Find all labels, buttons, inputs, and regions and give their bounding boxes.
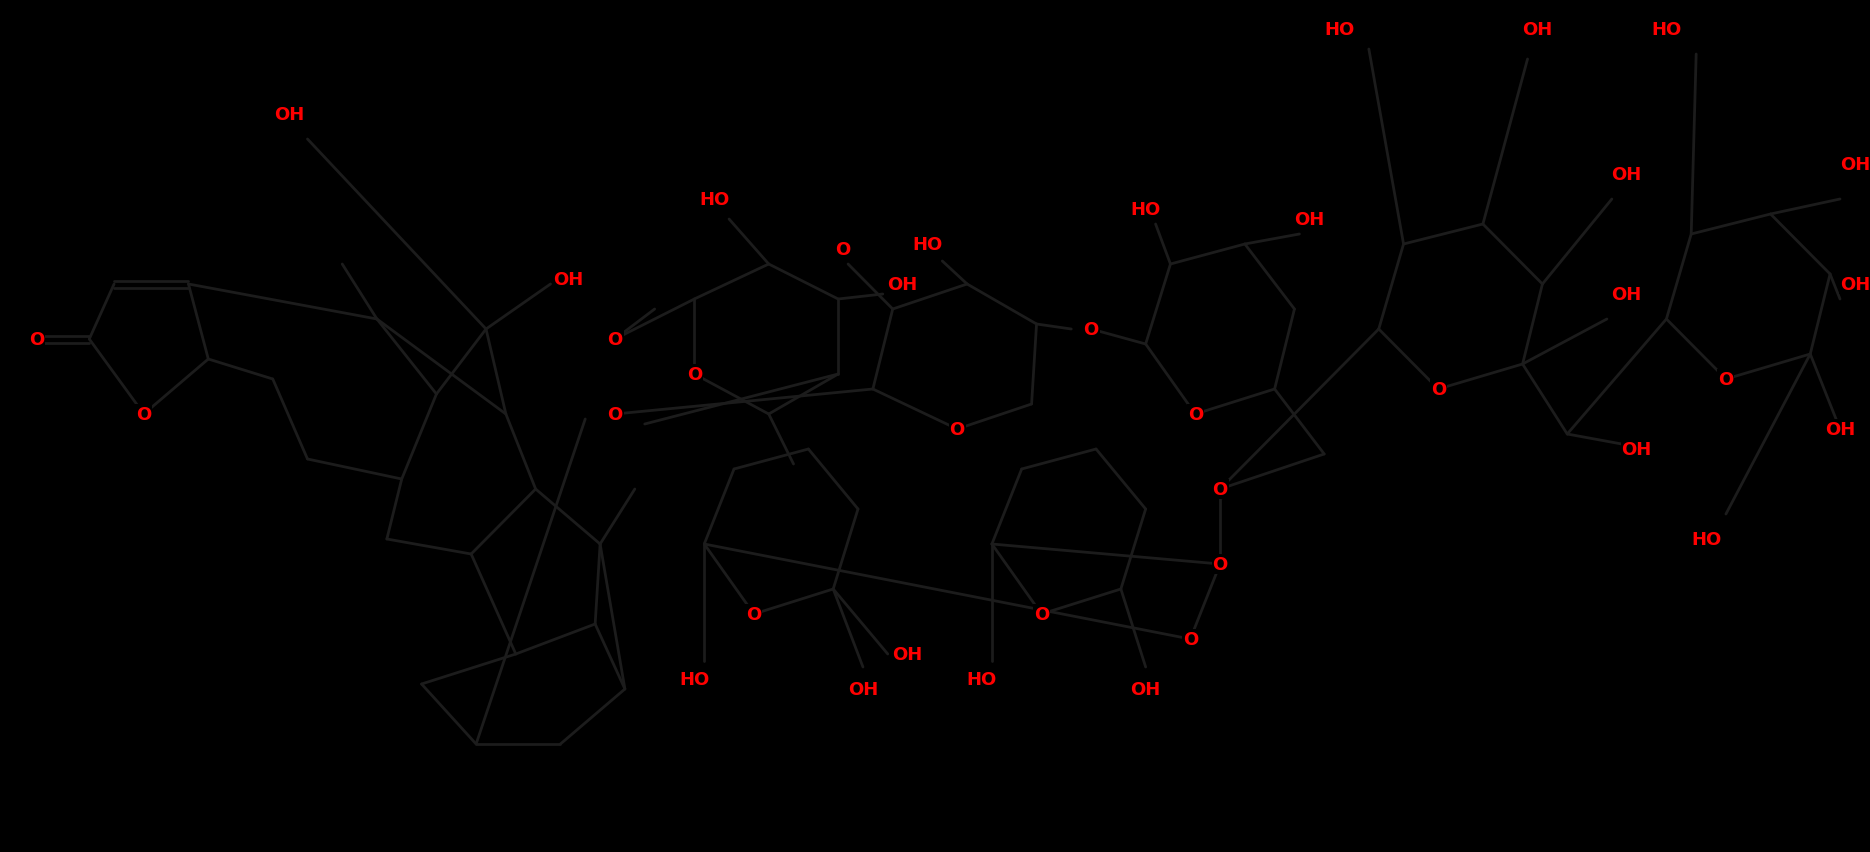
Text: O: O bbox=[1034, 605, 1049, 624]
Text: OH: OH bbox=[554, 271, 583, 289]
Text: HO: HO bbox=[699, 191, 729, 209]
Text: OH: OH bbox=[275, 106, 305, 124]
Text: O: O bbox=[1431, 381, 1446, 399]
Text: OH: OH bbox=[1612, 166, 1642, 184]
Text: OH: OH bbox=[1522, 21, 1552, 39]
Text: O: O bbox=[1719, 371, 1733, 389]
Text: O: O bbox=[30, 331, 45, 348]
Text: HO: HO bbox=[913, 236, 942, 254]
Text: OH: OH bbox=[847, 680, 879, 698]
Text: O: O bbox=[1212, 556, 1229, 573]
Text: O: O bbox=[608, 331, 623, 348]
Text: OH: OH bbox=[1294, 210, 1324, 228]
Text: O: O bbox=[686, 366, 701, 383]
Text: HO: HO bbox=[1131, 201, 1161, 219]
Text: O: O bbox=[836, 241, 851, 259]
Text: OH: OH bbox=[1612, 285, 1642, 303]
Text: O: O bbox=[950, 421, 965, 439]
Text: HO: HO bbox=[1690, 531, 1720, 549]
Text: OH: OH bbox=[1621, 440, 1651, 458]
Text: OH: OH bbox=[888, 276, 918, 294]
Text: O: O bbox=[1182, 630, 1199, 648]
Text: O: O bbox=[608, 406, 623, 423]
Text: O: O bbox=[1212, 481, 1229, 498]
Text: O: O bbox=[1187, 406, 1202, 423]
Text: OH: OH bbox=[1825, 421, 1855, 439]
Text: O: O bbox=[746, 605, 761, 624]
Text: HO: HO bbox=[1324, 21, 1354, 39]
Text: OH: OH bbox=[892, 645, 922, 663]
Text: HO: HO bbox=[967, 671, 997, 688]
Text: HO: HO bbox=[679, 671, 709, 688]
Text: OH: OH bbox=[1840, 276, 1870, 294]
Text: OH: OH bbox=[1131, 680, 1161, 698]
Text: O: O bbox=[137, 406, 151, 423]
Text: O: O bbox=[1083, 320, 1100, 338]
Text: O: O bbox=[608, 406, 623, 423]
Text: OH: OH bbox=[1840, 156, 1870, 174]
Text: HO: HO bbox=[1651, 21, 1681, 39]
